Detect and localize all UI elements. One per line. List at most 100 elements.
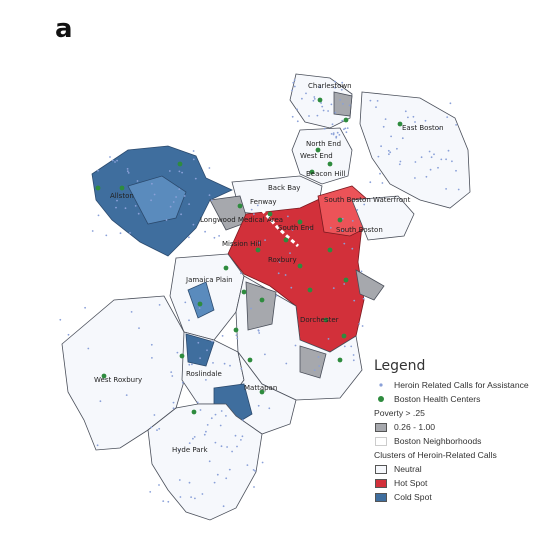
call-point [206, 349, 208, 352]
call-point [313, 98, 316, 100]
legend-title: Legend [374, 358, 426, 374]
label-south-boston-waterfront: South Boston Waterfront [324, 196, 411, 204]
call-point [351, 247, 354, 250]
label-mission-hill: Mission Hill [222, 240, 261, 248]
health-center-marker [297, 219, 303, 225]
call-point [216, 473, 219, 476]
call-point [369, 181, 372, 184]
call-point [341, 81, 344, 84]
call-point [158, 484, 160, 486]
call-point [437, 166, 439, 169]
region-jamaica-plain-cold [187, 281, 215, 319]
call-point [334, 111, 337, 114]
call-point [339, 99, 342, 101]
call-point [167, 500, 170, 503]
label-roxbury: Roxbury [268, 256, 297, 264]
health-center-icon [374, 395, 388, 403]
call-point [119, 232, 122, 235]
call-point [350, 345, 353, 348]
call-point [84, 306, 86, 309]
call-point [188, 442, 191, 444]
call-point [296, 120, 299, 123]
call-point [240, 367, 243, 370]
call-point [343, 242, 346, 245]
call-point [172, 401, 175, 404]
call-point [246, 464, 249, 466]
call-point [294, 344, 297, 347]
health-center-points [95, 97, 403, 415]
call-point [289, 252, 291, 255]
panel-letter: a [55, 14, 73, 44]
call-point [445, 158, 447, 161]
call-point [231, 450, 234, 453]
call-point [305, 92, 307, 95]
call-point [264, 239, 266, 242]
legend-item-hot-spot-label: Hot Spot [394, 478, 428, 488]
call-point [356, 209, 359, 211]
call-point [138, 327, 140, 329]
call-point [150, 199, 153, 202]
call-point [414, 161, 417, 163]
call-point [336, 131, 339, 134]
call-point [253, 213, 255, 216]
call-point [222, 505, 225, 508]
call-point [407, 116, 409, 119]
call-point [360, 270, 363, 273]
call-point [199, 357, 202, 360]
legend-item-cold-spot: Cold Spot [374, 490, 538, 504]
legend-item-neutral: Neutral [374, 462, 538, 476]
legend-item-hot-spot: Hot Spot [374, 476, 538, 490]
call-point [384, 118, 387, 120]
health-center-marker [177, 161, 183, 167]
call-point [344, 127, 347, 130]
health-center-marker [327, 161, 333, 167]
call-point [343, 283, 346, 285]
call-point [334, 80, 336, 83]
call-point [334, 86, 336, 89]
call-point [181, 171, 184, 174]
call-point [346, 127, 349, 129]
region-dorchester-poverty-b [299, 345, 327, 379]
call-point [425, 175, 428, 178]
label-mattapan: Mattapan [244, 384, 277, 392]
health-center-marker [179, 353, 185, 359]
call-point [331, 123, 334, 126]
call-point [348, 104, 351, 107]
health-center-marker [343, 117, 349, 123]
label-dorchester: Dorchester [300, 316, 339, 324]
legend-item-calls: Heroin Related Calls for Assistance [374, 378, 538, 392]
call-point [323, 127, 326, 130]
call-point [193, 436, 196, 438]
call-point [130, 311, 133, 313]
call-point [330, 133, 333, 135]
call-point [150, 343, 153, 346]
call-point [99, 400, 102, 403]
call-point [293, 79, 296, 81]
call-point [446, 116, 449, 118]
call-point [455, 169, 457, 172]
call-point [178, 170, 181, 173]
label-roslindale: Roslindale [186, 370, 222, 378]
region-dorchester-poverty-c [355, 269, 385, 301]
call-point [445, 188, 447, 190]
call-point [352, 359, 355, 362]
call-point [429, 168, 432, 171]
call-point [291, 115, 294, 118]
legend-item-health-centers: Boston Health Centers [374, 392, 538, 406]
call-point [87, 347, 90, 350]
call-point [343, 128, 345, 131]
call-point [228, 468, 231, 471]
call-point [136, 180, 139, 182]
call-point [196, 401, 199, 404]
call-point [291, 89, 293, 92]
label-west-end: West End [300, 152, 333, 160]
call-point [257, 404, 260, 407]
call-point [115, 206, 117, 209]
call-point [377, 155, 380, 158]
call-point [176, 351, 179, 354]
call-point [178, 188, 181, 191]
call-point [389, 151, 392, 154]
call-point [396, 147, 398, 150]
call-point [240, 272, 242, 275]
